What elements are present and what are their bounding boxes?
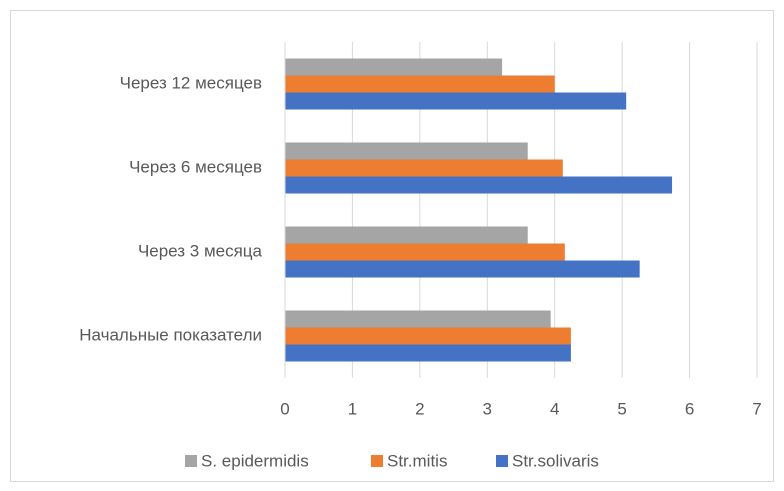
legend-label: Str.solivaris bbox=[512, 451, 599, 470]
bar bbox=[285, 58, 503, 76]
legend-swatch bbox=[185, 455, 197, 467]
bar bbox=[285, 159, 563, 177]
x-tick-label: 2 bbox=[415, 399, 424, 418]
legend-swatch bbox=[496, 455, 508, 467]
y-tick-label: Начальные показатели bbox=[79, 325, 262, 344]
legend-swatch bbox=[371, 455, 383, 467]
bar bbox=[285, 243, 565, 261]
y-tick-label: Через 6 месяцев bbox=[129, 157, 262, 176]
legend-label: Str.mitis bbox=[387, 451, 447, 470]
bar bbox=[285, 176, 673, 194]
bar bbox=[285, 344, 571, 362]
x-tick-label: 1 bbox=[348, 399, 357, 418]
bar bbox=[285, 142, 528, 160]
bar bbox=[285, 226, 528, 244]
x-tick-label: 4 bbox=[550, 399, 559, 418]
x-tick-label: 3 bbox=[483, 399, 492, 418]
x-tick-label: 6 bbox=[685, 399, 694, 418]
x-tick-label: 0 bbox=[280, 399, 289, 418]
bar bbox=[285, 92, 627, 110]
legend-label: S. epidermidis bbox=[201, 451, 309, 470]
y-tick-label: Через 12 месяцев bbox=[120, 73, 262, 92]
x-tick-label: 5 bbox=[617, 399, 626, 418]
bar bbox=[285, 75, 555, 93]
y-tick-label: Через 3 месяца bbox=[138, 241, 263, 260]
x-tick-label: 7 bbox=[752, 399, 761, 418]
bar bbox=[285, 310, 551, 328]
bar bbox=[285, 327, 571, 345]
bar bbox=[285, 260, 640, 278]
